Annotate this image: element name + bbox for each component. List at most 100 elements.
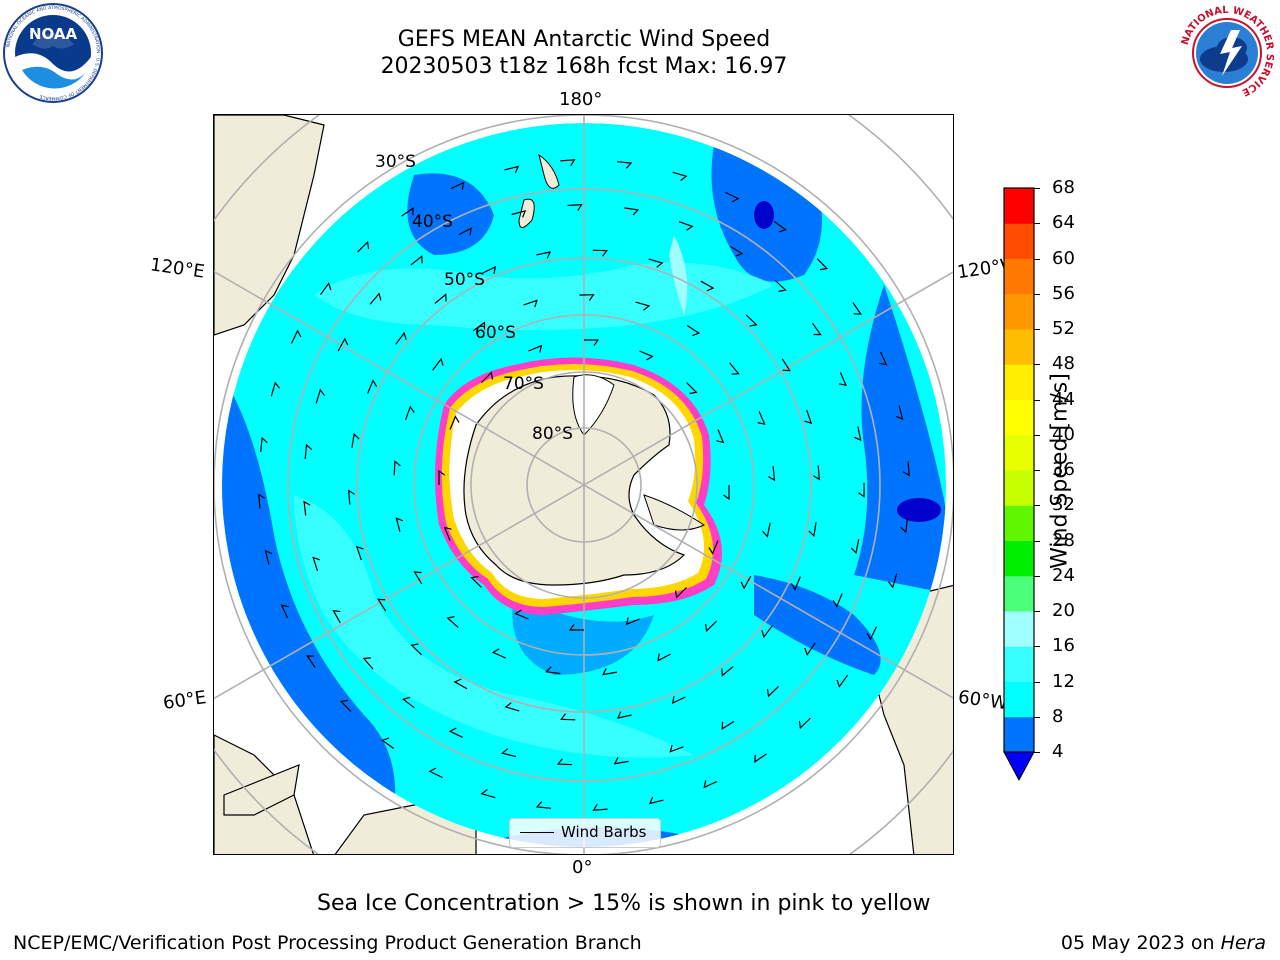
wind-barb [504,165,520,174]
footer-right: 05 May 2023 on Hera [1061,932,1266,954]
wind-barb [264,549,273,565]
wind-barb [854,426,862,442]
colorbar-tick-label: 36 [1052,459,1075,480]
noaa-text: NOAA [29,25,78,43]
wind-barb [902,461,910,477]
wind-barb [438,469,446,485]
wind-barb [716,429,725,444]
wind-barb [443,526,452,541]
wind-barb [357,240,370,253]
wind-barbs [258,159,910,811]
wind-barb [761,625,773,639]
colorbar-tick-mark [1034,399,1040,401]
wind-barb [705,620,718,633]
wind-barb [434,293,447,304]
wind-barb [852,302,862,315]
wind-barb [757,411,766,426]
wind-barb [579,294,595,301]
wind-barb [635,301,651,311]
wind-barb [535,801,552,809]
new-zealand [518,153,560,228]
wind-barb [674,587,687,599]
wind-barb [501,748,517,758]
wind-barb [768,466,776,482]
wind-barb [446,616,459,628]
wind-barb [270,381,280,397]
colorbar-segment [1004,540,1034,577]
colorbar-tick-label: 28 [1052,529,1075,551]
wind-barb [781,358,791,372]
wind-barb [592,803,608,811]
footer-left: NCEP/EMC/Verification Post Processing Pr… [13,932,642,954]
wind-barb [858,482,865,498]
wind-barb [721,720,735,731]
wind-barb [808,522,817,538]
polar-map [214,115,953,854]
wind-barb [671,696,686,705]
wind-barb [450,181,465,190]
colorbar-tick-mark [1034,329,1040,330]
wind-barb [536,251,552,259]
colorbar-segment [1004,505,1034,541]
wind-barb [879,351,888,366]
wind-barb [332,609,341,624]
wind-barb [624,207,640,216]
colorbar [1003,187,1035,782]
wind-barb [754,753,767,763]
colorbar-segment [1004,188,1034,224]
wind-barb [472,321,486,332]
colorbar-extend-triangle [1003,751,1035,782]
colorbar-tick-label: 52 [1052,318,1075,339]
colorbar-tick-mark [1034,575,1040,577]
wind-barb [395,517,404,532]
wind-barb [900,517,908,534]
lat-label-40s: 40°S [412,212,453,232]
colorbar-tick-label: 8 [1052,705,1064,727]
wind-barb [482,265,497,274]
lat-label-30s: 30°S [375,152,416,172]
chart-title: GEFS MEAN Antarctic Wind Speed [397,27,771,52]
colorbar-tick-label: 4 [1052,741,1064,762]
colorbar-tick-label: 12 [1052,670,1075,692]
lat-label-70s: 70°S [503,374,544,394]
wind-barb [511,210,527,218]
lat-label-60s: 60°S [475,323,516,343]
antarctica [435,357,722,615]
colorbar-segment [1004,611,1034,647]
wind-barb [804,409,813,425]
wind-barb [729,245,744,257]
wind-barb [700,280,715,292]
wind-barb [410,255,423,266]
colorbar-segment [1004,716,1034,753]
lat-label-80s: 80°S [532,424,573,444]
wind-barb [762,522,771,538]
wind-barb [625,617,640,626]
lon-label-0: 0° [572,857,593,878]
wind-barb [839,372,848,387]
colorbar-segment [1004,258,1034,295]
wind-barb [260,436,268,453]
wind-barb [458,227,472,236]
wind-barb [812,322,822,336]
wind-barb [895,405,904,421]
wind-barb [351,432,360,448]
wind-barb [592,249,608,257]
map-panel [213,114,954,855]
wind-barb [888,573,898,589]
wind-barb [369,292,382,305]
footer-host: Hera [1220,932,1266,954]
colorbar-tick-mark [1034,716,1040,718]
colorbar-tick-mark [1034,293,1040,295]
colorbar-tick-label: 16 [1052,635,1075,657]
colorbar-tick-mark [1034,681,1040,683]
wind-barb [470,575,482,588]
wind-barb [703,780,718,789]
colorbar-tick-label: 56 [1052,282,1075,304]
colorbar-tick-mark [1034,364,1040,366]
graticule [214,115,953,854]
wind-barb [523,299,538,308]
noaa-logo: NOAA NATIONAL OCEANIC AND ATMOSPHERIC AD… [3,3,103,103]
chart-subtitle: 20230503 t18z 168h fcst Max: 16.97 [380,54,788,79]
wind-barb [402,696,415,709]
wind-barb [355,545,364,561]
